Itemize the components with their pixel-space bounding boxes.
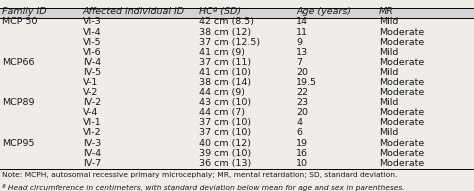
Text: V-4: V-4: [83, 108, 98, 117]
Text: IV-4: IV-4: [83, 149, 101, 158]
Text: IV-5: IV-5: [83, 68, 101, 77]
Text: 39 cm (10): 39 cm (10): [199, 149, 251, 158]
Text: VI-4: VI-4: [83, 28, 101, 36]
Text: Age (years): Age (years): [296, 7, 351, 16]
Text: IV-2: IV-2: [83, 98, 101, 107]
Text: 41 cm (10): 41 cm (10): [199, 68, 251, 77]
Text: Moderate: Moderate: [379, 88, 424, 97]
Text: 9: 9: [296, 38, 302, 47]
Text: VI-1: VI-1: [83, 118, 101, 127]
Text: Mild: Mild: [379, 48, 399, 57]
Text: 44 cm (9): 44 cm (9): [199, 88, 245, 97]
Text: Moderate: Moderate: [379, 58, 424, 67]
Text: 7: 7: [296, 58, 302, 67]
Text: Moderate: Moderate: [379, 149, 424, 158]
Text: 19.5: 19.5: [296, 78, 317, 87]
Text: ª Head circumference in centimeters, with standard deviation below mean for age : ª Head circumference in centimeters, wit…: [2, 184, 405, 191]
Text: Moderate: Moderate: [379, 28, 424, 36]
Text: 37 cm (10): 37 cm (10): [199, 128, 251, 137]
Text: V-1: V-1: [83, 78, 98, 87]
Text: 44 cm (7): 44 cm (7): [199, 108, 245, 117]
Text: 36 cm (13): 36 cm (13): [199, 159, 251, 168]
Text: Note: MCPH, autosomal recessive primary microcephaly; MR, mental retardation; SD: Note: MCPH, autosomal recessive primary …: [2, 172, 398, 178]
Text: 11: 11: [296, 28, 308, 36]
Text: 40 cm (12): 40 cm (12): [199, 138, 251, 147]
Text: IV-3: IV-3: [83, 138, 101, 147]
Text: 42 cm (8.5): 42 cm (8.5): [199, 17, 254, 27]
Text: 20: 20: [296, 108, 308, 117]
Text: MCP89: MCP89: [2, 98, 35, 107]
Text: V-2: V-2: [83, 88, 98, 97]
Text: Moderate: Moderate: [379, 78, 424, 87]
Text: Moderate: Moderate: [379, 138, 424, 147]
Text: 23: 23: [296, 98, 309, 107]
Text: MCP 50: MCP 50: [2, 17, 38, 27]
Text: IV-4: IV-4: [83, 58, 101, 67]
Text: MR: MR: [379, 7, 394, 16]
Text: VI-6: VI-6: [83, 48, 101, 57]
Text: IV-7: IV-7: [83, 159, 101, 168]
Text: 37 cm (12.5): 37 cm (12.5): [199, 38, 260, 47]
Text: Moderate: Moderate: [379, 159, 424, 168]
Text: 10: 10: [296, 159, 308, 168]
Text: 13: 13: [296, 48, 309, 57]
Text: HCª (SD): HCª (SD): [199, 7, 241, 16]
Text: Mild: Mild: [379, 17, 399, 27]
Text: 22: 22: [296, 88, 308, 97]
Text: Affected individual ID: Affected individual ID: [83, 7, 185, 16]
Text: 16: 16: [296, 149, 308, 158]
Text: 6: 6: [296, 128, 302, 137]
Text: 43 cm (10): 43 cm (10): [199, 98, 251, 107]
Text: 4: 4: [296, 118, 302, 127]
Text: 19: 19: [296, 138, 308, 147]
Text: 38 cm (14): 38 cm (14): [199, 78, 251, 87]
Text: Mild: Mild: [379, 128, 399, 137]
Text: MCP95: MCP95: [2, 138, 35, 147]
Text: 20: 20: [296, 68, 308, 77]
Text: 14: 14: [296, 17, 308, 27]
Bar: [0, 8, 474, 18]
Text: VI-2: VI-2: [83, 128, 101, 137]
Text: VI-3: VI-3: [83, 17, 102, 27]
Text: Moderate: Moderate: [379, 38, 424, 47]
Text: 41 cm (9): 41 cm (9): [199, 48, 245, 57]
Text: VI-5: VI-5: [83, 38, 101, 47]
Text: 37 cm (10): 37 cm (10): [199, 118, 251, 127]
Text: 37 cm (11): 37 cm (11): [199, 58, 251, 67]
Text: Family ID: Family ID: [2, 7, 47, 16]
Text: Mild: Mild: [379, 68, 399, 77]
Text: Moderate: Moderate: [379, 108, 424, 117]
Text: Moderate: Moderate: [379, 118, 424, 127]
Text: Mild: Mild: [379, 98, 399, 107]
Text: MCP66: MCP66: [2, 58, 35, 67]
Text: 38 cm (12): 38 cm (12): [199, 28, 251, 36]
